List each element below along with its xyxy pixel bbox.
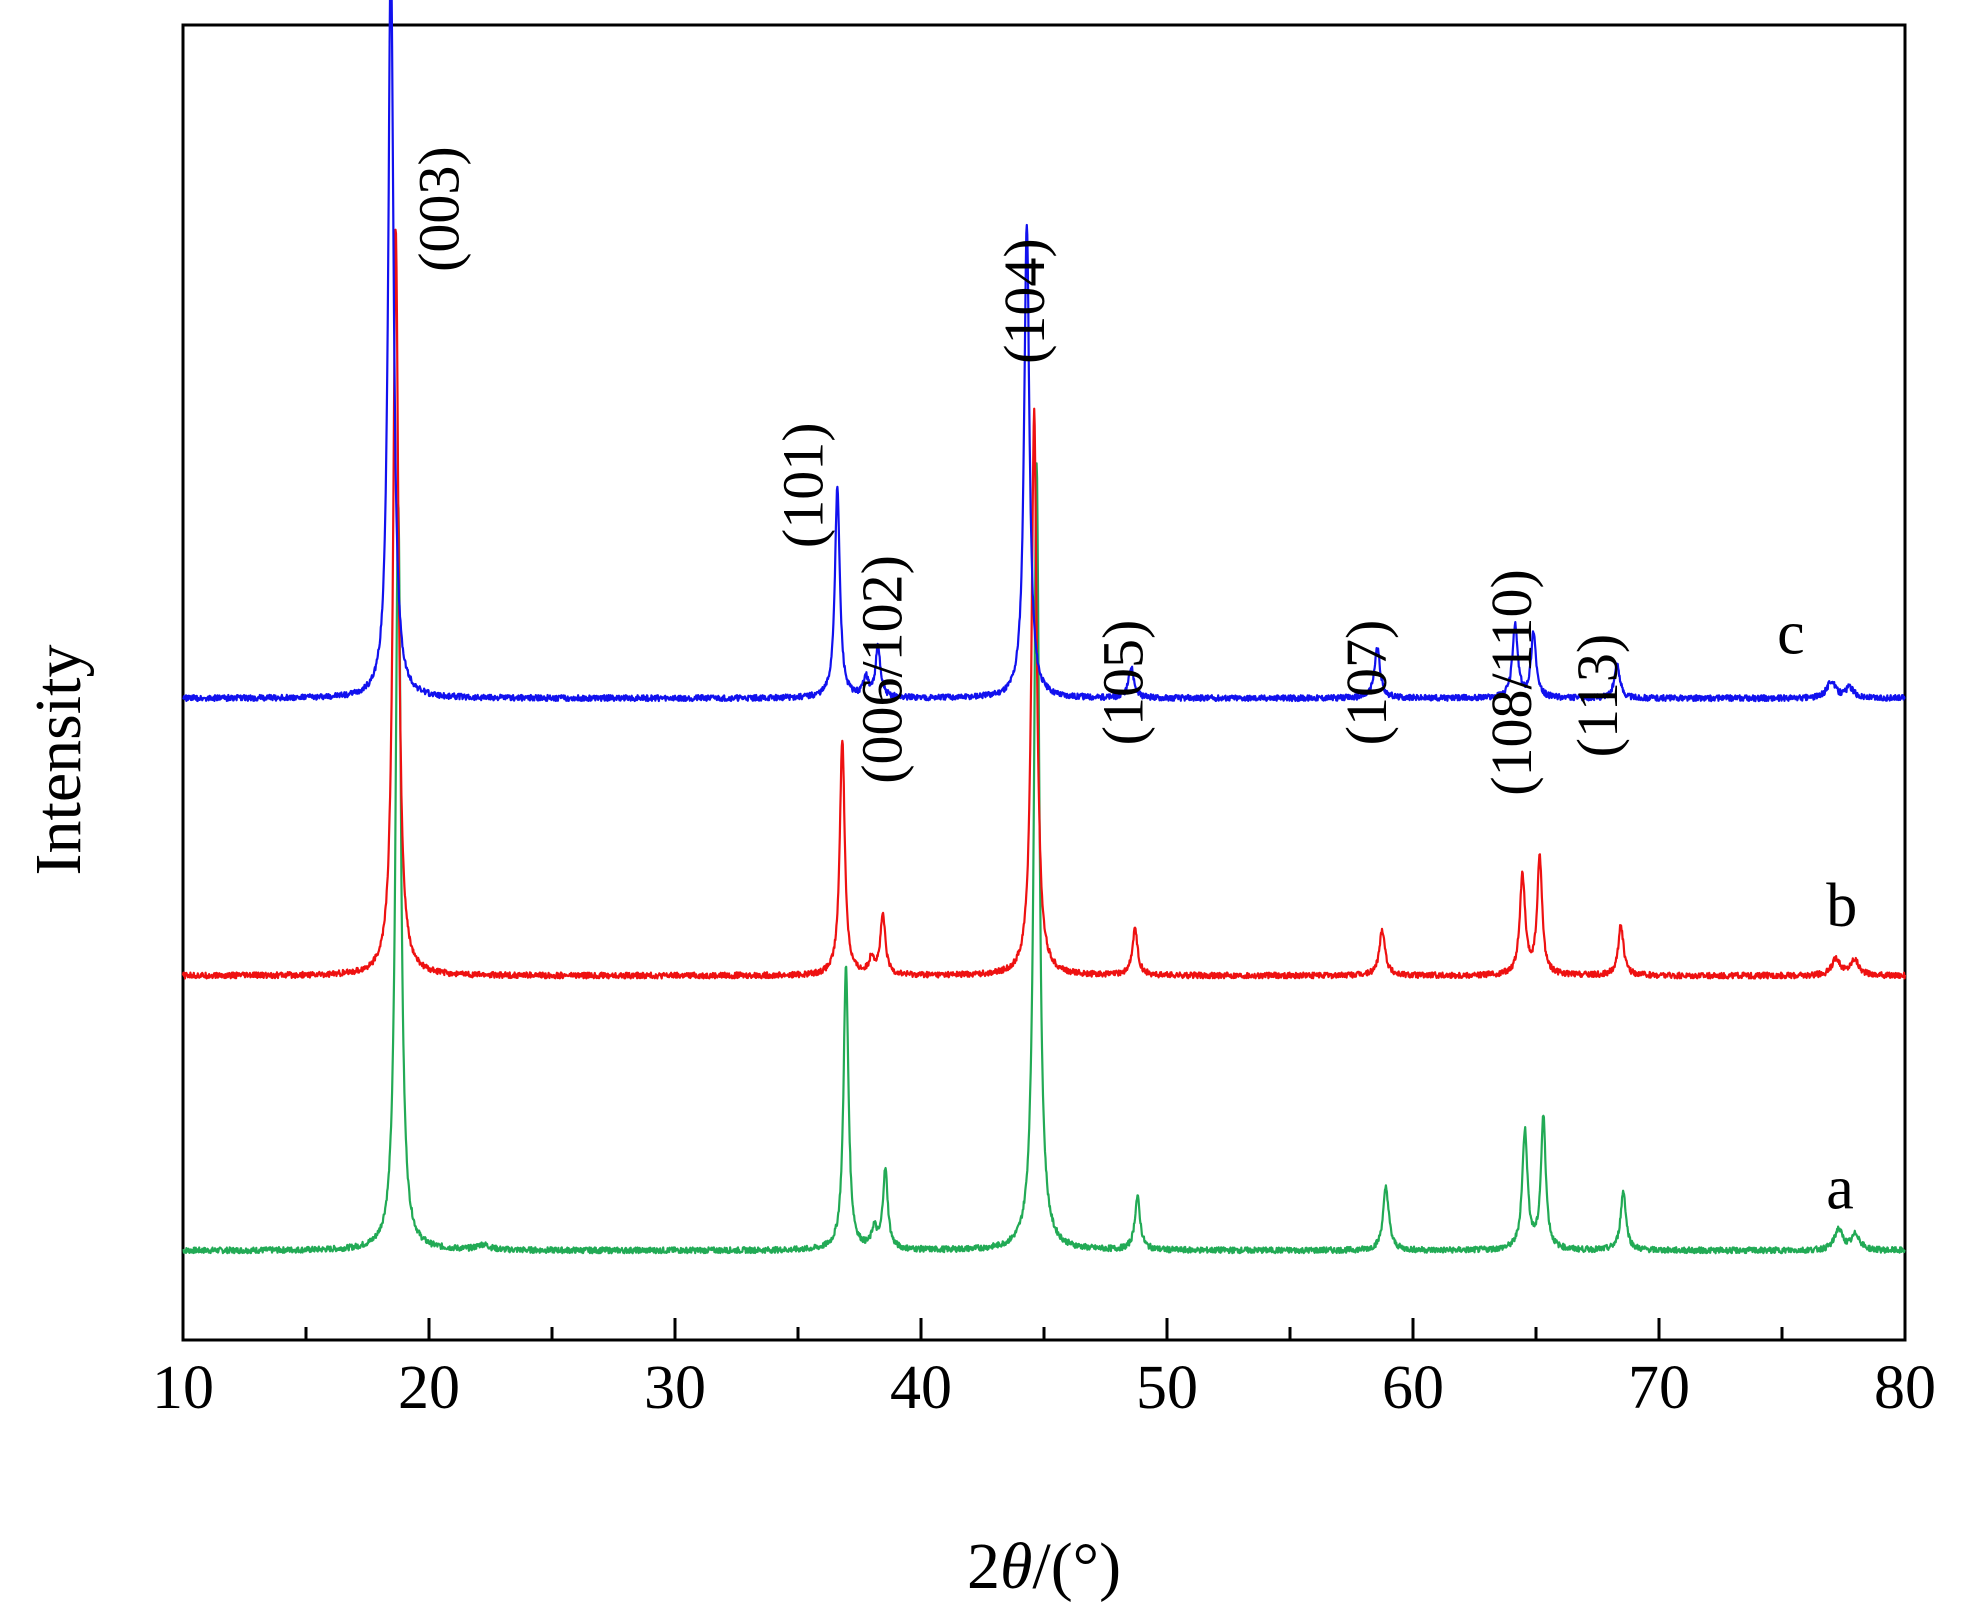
x-tick-label: 80: [1874, 1354, 1936, 1422]
series-layer: [181, 0, 1907, 1255]
series-label-c: c: [1777, 600, 1805, 668]
series-labels: a b c: [1777, 600, 1857, 1223]
x-axis-title: 2θ/(°): [967, 1530, 1121, 1603]
peak-label: (101): [771, 422, 836, 548]
x-tick-label: 70: [1628, 1354, 1690, 1422]
x-tick-label: 20: [398, 1354, 460, 1422]
x-axis-tick-labels: 10 20 30 40 50 60 70 80: [152, 1354, 1936, 1422]
peak-label: (105): [1090, 620, 1155, 746]
x-tick-label: 10: [152, 1354, 214, 1422]
x-axis-title-prefix: 2: [967, 1530, 1000, 1603]
peak-label: (113): [1565, 634, 1630, 757]
series-line-c: [182, 0, 1906, 703]
x-tick-label: 60: [1382, 1354, 1444, 1422]
series-line-a: [182, 462, 1906, 1255]
x-axis-title-symbol: θ: [1000, 1530, 1032, 1603]
x-axis-title-suffix: /(°): [1032, 1530, 1121, 1603]
peak-label: (107): [1334, 620, 1399, 746]
x-axis-ticks: [181, 1318, 1907, 1340]
peak-label: (104): [992, 238, 1057, 364]
x-tick-label: 30: [644, 1354, 706, 1422]
series-label-b: b: [1826, 872, 1857, 940]
x-tick-label: 50: [1136, 1354, 1198, 1422]
series-label-a: a: [1826, 1155, 1854, 1223]
peak-label: (006/102): [849, 555, 914, 784]
peak-label: (003): [407, 146, 472, 272]
peak-annotations: (003) (101)(006/102) (104) (105) (107) (108/1…: [407, 146, 1631, 796]
series-line-b: [181, 228, 1907, 980]
x-tick-label: 40: [890, 1354, 952, 1422]
peak-label: (108/110): [1479, 569, 1544, 796]
y-axis-title: Intensity: [22, 645, 95, 876]
